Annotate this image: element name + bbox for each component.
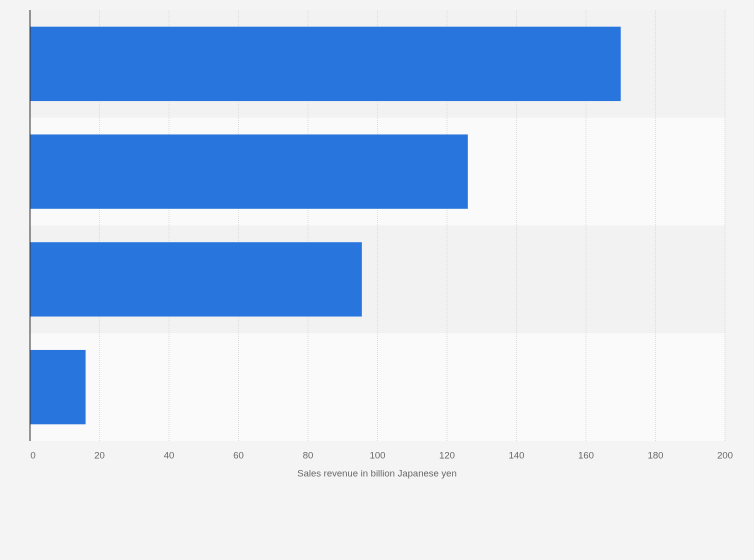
row-band	[30, 333, 725, 441]
x-axis-title: Sales revenue in billion Japanese yen	[297, 469, 457, 480]
x-tick-label: 80	[303, 451, 314, 462]
bar	[30, 134, 468, 209]
bar	[30, 26, 621, 102]
x-tick-label: 140	[509, 451, 525, 462]
x-tick-label: 120	[439, 451, 455, 462]
bar	[30, 349, 86, 425]
x-tick-label: 100	[370, 451, 386, 462]
x-tick-label: 0	[30, 451, 35, 462]
x-tick-label: 20	[94, 451, 105, 462]
x-tick-label: 40	[164, 451, 175, 462]
x-tick-label: 160	[578, 451, 594, 462]
bar	[30, 242, 362, 317]
x-tick-label: 180	[648, 451, 664, 462]
x-tick-label: 200	[717, 451, 733, 462]
x-tick-label: 60	[233, 451, 244, 462]
